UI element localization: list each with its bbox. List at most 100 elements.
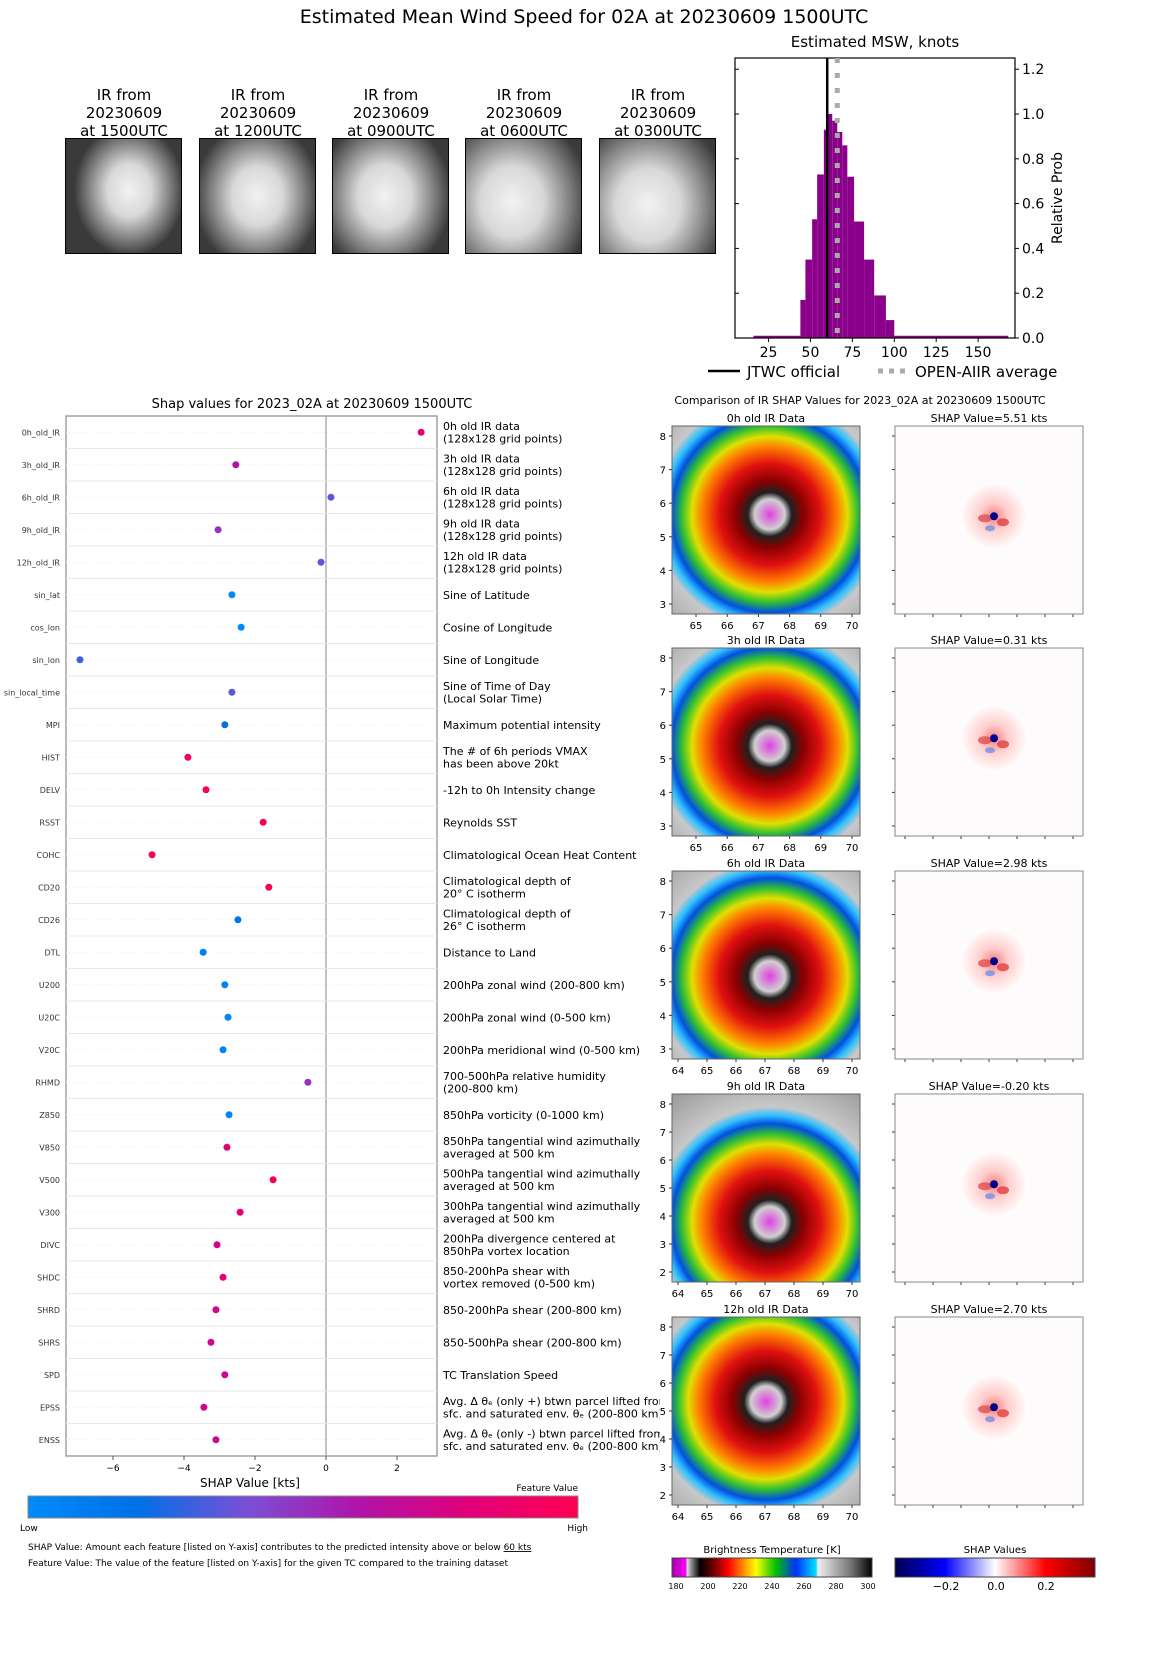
feature-name-label: SHDC	[37, 1273, 60, 1282]
feature-name-label: CD20	[38, 883, 60, 892]
lon-tick-label: 67	[759, 1066, 772, 1077]
histogram-bar	[753, 335, 801, 338]
feature-name-label: V300	[39, 1208, 60, 1217]
feature-description: (128x128 grid points)	[443, 498, 562, 511]
shap-values-colorbar	[894, 1557, 1096, 1578]
x-tick-label: 150	[965, 345, 992, 361]
histogram-title: Estimated MSW, knots	[791, 33, 960, 51]
lon-tick-label: 65	[701, 1066, 714, 1077]
feature-description: 3h old IR data	[443, 453, 520, 466]
lat-tick-label: 14	[660, 788, 666, 799]
lon-tick-label: 69	[814, 843, 827, 854]
feature-name-label: SHRS	[38, 1338, 60, 1347]
lon-tick-label: 67	[752, 621, 765, 632]
caption-line: 20230609	[352, 104, 430, 122]
shap-tick-label: 0.2	[1037, 1580, 1055, 1593]
shap-dot-shdc	[219, 1273, 227, 1281]
shap-positive-blob	[997, 1186, 1009, 1195]
shap-dot-sin_lat	[228, 591, 236, 599]
caption-line: at 0300UTC	[614, 122, 702, 140]
shap-dot-sin_lon	[76, 656, 84, 664]
ir-brightness-map	[671, 425, 861, 615]
lat-tick-label: 15	[660, 533, 666, 544]
feature-name-label: 6h_old_IR	[22, 493, 61, 502]
lon-tick-label: 69	[817, 1066, 830, 1077]
feature-name-label: sin_local_time	[4, 688, 60, 697]
feature-description: Avg. Δ θₑ (only -) btwn parcel lifted fr…	[443, 1428, 660, 1441]
lat-tick-label: 13	[660, 600, 666, 611]
feature-description: averaged at 500 km	[443, 1180, 555, 1193]
shap-dot-spd	[221, 1371, 229, 1379]
feature-description: 850hPa vorticity (0-1000 km)	[443, 1109, 604, 1122]
histogram-frame	[734, 57, 1016, 339]
shap-dot-9h_old_ir	[214, 526, 222, 534]
feature-description: 850-200hPa shear (200-800 km)	[443, 1304, 622, 1317]
bt-tick-label: 240	[764, 1582, 779, 1591]
feature-description: 300hPa tangential wind azimuthally	[443, 1200, 641, 1213]
feature-name-label: CD26	[38, 916, 60, 925]
shap-dot-cohc	[148, 851, 156, 859]
x-axis-label: SHAP Value [kts]	[200, 1476, 300, 1490]
feature-description: 26° C isotherm	[443, 920, 526, 933]
feature-description: 850hPa vortex location	[443, 1245, 570, 1258]
histogram-bar	[805, 259, 813, 338]
shap-dot-cd26	[234, 916, 242, 924]
lon-tick-label: 66	[730, 1066, 743, 1077]
lon-tick-label: 65	[690, 621, 703, 632]
shap-dot-cd20	[265, 883, 273, 891]
shap-dot-cos_lon	[237, 623, 245, 631]
feature-description: vortex removed (0-500 km)	[443, 1278, 595, 1291]
lat-tick-label: 18	[660, 1100, 666, 1111]
shap-positive-blob	[997, 1409, 1009, 1418]
caption-line: 20230609	[85, 104, 163, 122]
caption-line: IR from	[630, 86, 686, 104]
lat-tick-label: 16	[660, 1156, 666, 1167]
lat-tick-label: 16	[660, 721, 666, 732]
histogram-bar	[874, 295, 886, 338]
shap-dot-z850	[225, 1111, 233, 1119]
ir-thumbnail-caption: IR from 20230609 at 0600UTC	[459, 86, 589, 140]
x-tick-label: 75	[843, 345, 861, 361]
legend-jtwc-label: JTWC official	[746, 363, 840, 381]
lat-tick-label: 14	[660, 566, 666, 577]
brightness-temperature-colorbar	[671, 1557, 873, 1578]
feature-description: 200hPa zonal wind (200-800 km)	[443, 979, 625, 992]
shap-dot-u200	[221, 981, 229, 989]
feature-description: Climatological depth of	[443, 908, 572, 921]
feature-name-label: 3h_old_IR	[22, 461, 61, 470]
feature-name-label: EPSS	[40, 1403, 60, 1412]
caption-line: IR from	[230, 86, 286, 104]
lat-tick-label: 18	[660, 654, 666, 665]
histogram-bar	[837, 131, 843, 338]
feature-name-label: RSST	[39, 818, 60, 827]
lon-tick-label: 65	[701, 1512, 714, 1523]
y-tick-label: 0.8	[1022, 152, 1044, 168]
msw-histogram: Estimated MSW, knots 25 50 75 100 125 150 0.0 0.…	[708, 33, 1066, 381]
lon-tick-label: 68	[783, 621, 796, 632]
caption-line: at 0600UTC	[480, 122, 568, 140]
caption-line: IR from	[496, 86, 552, 104]
feature-name-label: cos_lon	[30, 623, 60, 632]
ir-brightness-map	[671, 870, 861, 1060]
feature-description: Maximum potential intensity	[443, 719, 601, 732]
feature-description: (128x128 grid points)	[443, 465, 562, 478]
lon-tick-label: 66	[730, 1289, 743, 1300]
feature-name-label: V850	[39, 1143, 60, 1152]
lat-tick-label: 16	[660, 499, 666, 510]
shap-positive-blob	[978, 736, 992, 745]
bt-tick-label: 260	[796, 1582, 811, 1591]
feature-description: The # of 6h periods VMAX	[442, 745, 588, 758]
lat-tick-label: 18	[660, 1323, 666, 1334]
feature-name-label: V20C	[39, 1046, 61, 1055]
bt-tick-label: 220	[732, 1582, 747, 1591]
shap-dot-epss	[200, 1403, 208, 1411]
feature-description: 20° C isotherm	[443, 888, 526, 901]
histogram-bar	[854, 221, 865, 338]
lon-tick-label: 70	[846, 1289, 859, 1300]
shap-dot-rhmd	[304, 1078, 312, 1086]
feature-description: Sine of Time of Day	[443, 680, 551, 693]
lon-tick-label: 70	[846, 843, 859, 854]
shap-center-negative	[990, 1180, 998, 1189]
shap-negative-blob	[985, 747, 995, 754]
shap-panel-title: SHAP Value=5.51 kts	[931, 412, 1048, 425]
